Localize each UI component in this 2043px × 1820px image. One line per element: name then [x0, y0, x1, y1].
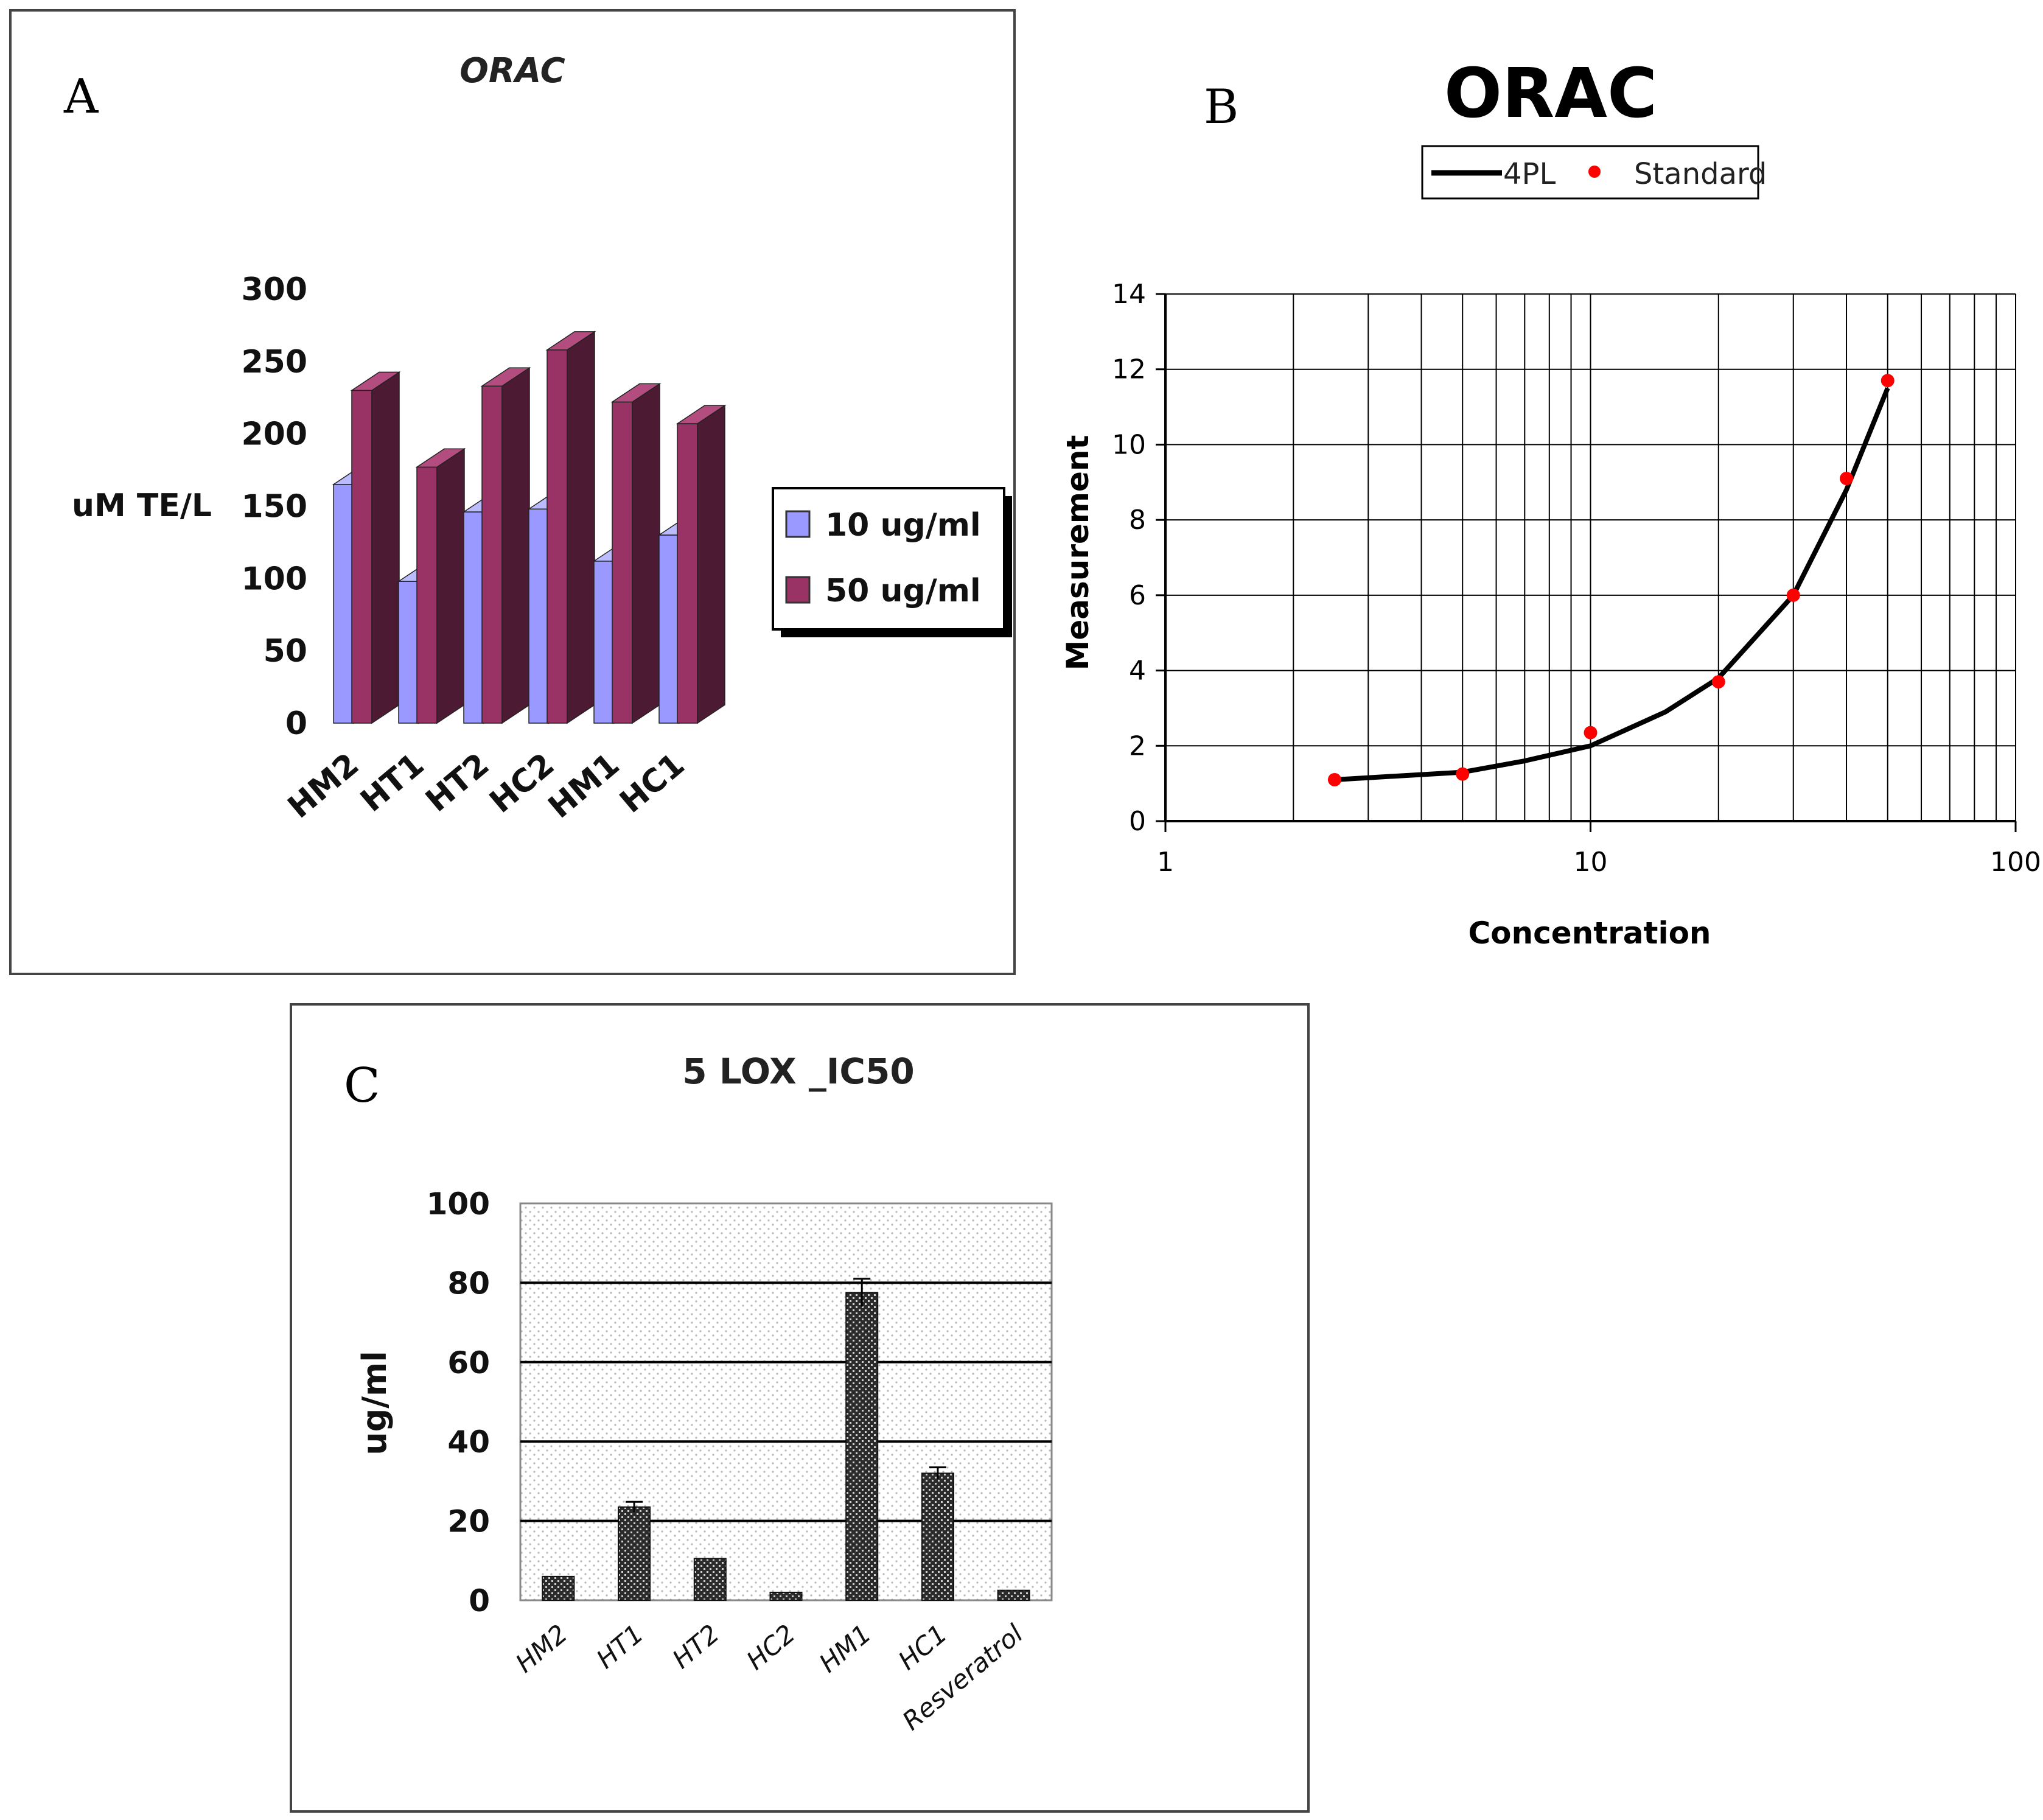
chart-a-bar-50-side	[371, 371, 400, 724]
chart-a-y-tick-label: 150	[241, 489, 307, 525]
chart-a-bar-50-side	[697, 404, 725, 724]
chart-b-x-tick-label: 1	[1157, 847, 1174, 878]
chart-a-y-axis-label: uM TE/L	[72, 488, 212, 524]
panel-a-letter: A	[63, 69, 99, 124]
chart-b-standard-point	[1456, 767, 1470, 781]
chart-a-y-tick-label: 250	[241, 344, 307, 380]
chart-b-standard-point	[1711, 675, 1725, 689]
chart-a-y-tick-label: 0	[285, 705, 307, 742]
chart-b-x-tick-label: 10	[1574, 847, 1608, 878]
chart-a-bar-50-front	[481, 385, 503, 724]
panel-b-letter: B	[1204, 80, 1238, 135]
chart-a-bar-50-front	[677, 423, 698, 724]
chart-a-bar-50-side	[501, 366, 530, 724]
chart-a-bar-10-front	[398, 581, 419, 724]
chart-b-y-tick-label: 12	[1112, 354, 1146, 385]
chart-b-standard-point	[1584, 726, 1598, 740]
chart-c-y-axis-label: ug/ml	[355, 1351, 394, 1455]
chart-b-legend-marker-standard	[1588, 166, 1601, 178]
panel-b: B ORAC 4PL Standard 0 2 4 6 8 10 12 14 1 10 100 Co…	[1060, 54, 2041, 951]
chart-a-y-tick-label: 300	[241, 271, 307, 308]
chart-a-bar-10-front	[593, 561, 615, 724]
chart-b-legend: 4PL Standard	[1421, 145, 1767, 200]
chart-c-bar	[769, 1591, 803, 1601]
chart-b-title: ORAC	[1444, 54, 1657, 133]
chart-c-y-tick-label: 20	[447, 1504, 490, 1539]
chart-c-bar	[618, 1506, 651, 1601]
chart-a-legend-label-10: 10 ug/ml	[825, 507, 981, 544]
chart-b-legend-label-4pl: 4PL	[1503, 157, 1556, 191]
chart-b-y-axis-label: Measurement	[1060, 435, 1095, 671]
chart-a-legend-swatch-10	[785, 510, 811, 538]
chart-a-bar-50-front	[416, 466, 438, 724]
chart-c-bar	[542, 1575, 575, 1601]
chart-a-legend: 10 ug/ml 50 ug/ml	[772, 487, 1012, 637]
chart-a-title: ORAC	[459, 51, 565, 91]
chart-a-y-tick-label: 100	[241, 561, 307, 597]
chart-a-bars	[332, 331, 727, 724]
chart-b-x-tick-label: 100	[1990, 847, 2041, 878]
chart-a-bar-50-front	[547, 349, 568, 724]
chart-a-bar-10-front	[463, 511, 484, 724]
chart-b-4pl-curve	[1334, 387, 1890, 782]
chart-b-y-tick-label: 4	[1129, 656, 1146, 687]
chart-a-bar-50-top	[676, 405, 727, 424]
chart-b-y-tick-label: 2	[1129, 730, 1146, 761]
chart-a-bar-50-side	[632, 382, 660, 724]
chart-b-legend-label-standard: Standard	[1634, 157, 1767, 191]
chart-a-bar-50-top	[545, 331, 596, 351]
chart-b-series	[1327, 374, 1895, 786]
chart-a-y-ticks: 0 50 100 150 200 250 300	[241, 271, 307, 742]
chart-a-legend-label-50: 50 ug/ml	[825, 573, 981, 609]
chart-c-y-tick-label: 60	[447, 1345, 490, 1381]
chart-a-bar-50-top	[610, 383, 662, 403]
chart-b-y-tick-label: 14	[1112, 279, 1146, 310]
chart-c-title: 5 LOX _IC50	[682, 1051, 914, 1092]
chart-a-legend-swatch-50	[785, 576, 811, 604]
chart-a-legend-box	[772, 487, 1005, 631]
chart-b-standard-point	[1327, 772, 1341, 786]
chart-b-standard-point	[1881, 374, 1895, 388]
chart-a-bar-10-front	[658, 534, 680, 724]
chart-b-y-tick-label: 8	[1129, 505, 1146, 536]
chart-a-bar-50-front	[351, 390, 372, 724]
chart-b-y-tick-label: 10	[1112, 429, 1146, 460]
chart-a-bar-50-side	[436, 447, 465, 724]
chart-c-plot-area	[519, 1202, 1053, 1601]
chart-a-bar-50-top	[350, 371, 401, 391]
chart-a-bar-50-top	[480, 367, 531, 387]
chart-c-bar	[845, 1292, 879, 1601]
chart-a-bar-50-top	[415, 448, 466, 468]
chart-a-bar-50-front	[612, 401, 633, 724]
chart-b-standard-point	[1840, 472, 1854, 486]
chart-a-bar-10-front	[528, 508, 550, 724]
chart-c-y-tick-label: 100	[427, 1186, 490, 1222]
chart-a-bar-10-front	[333, 484, 354, 724]
chart-c-grid: 0 20 40 60 80 100	[427, 1186, 1052, 1619]
chart-b-grid	[1165, 293, 2016, 822]
chart-c-y-tick-label: 80	[447, 1265, 490, 1301]
chart-b-x-axis-label: Concentration	[1468, 915, 1711, 951]
chart-b-axes: 0 2 4 6 8 10 12 14 1 10 100	[1112, 279, 2041, 878]
chart-b-y-tick-label: 0	[1129, 806, 1146, 837]
chart-b-standard-point	[1786, 588, 1800, 602]
chart-a-y-tick-label: 200	[241, 416, 307, 453]
chart-c-bar	[921, 1472, 954, 1601]
chart-c-bar	[693, 1558, 727, 1601]
chart-c-bar	[997, 1589, 1030, 1601]
chart-c-y-tick-label: 0	[469, 1583, 490, 1619]
chart-c-y-tick-label: 40	[447, 1424, 490, 1460]
panel-c-letter: C	[344, 1059, 380, 1113]
chart-c-bars	[542, 1278, 1030, 1601]
chart-a-bar-50-side	[567, 331, 595, 724]
chart-a-y-tick-label: 50	[264, 633, 307, 670]
chart-b-y-tick-label: 6	[1129, 580, 1146, 611]
